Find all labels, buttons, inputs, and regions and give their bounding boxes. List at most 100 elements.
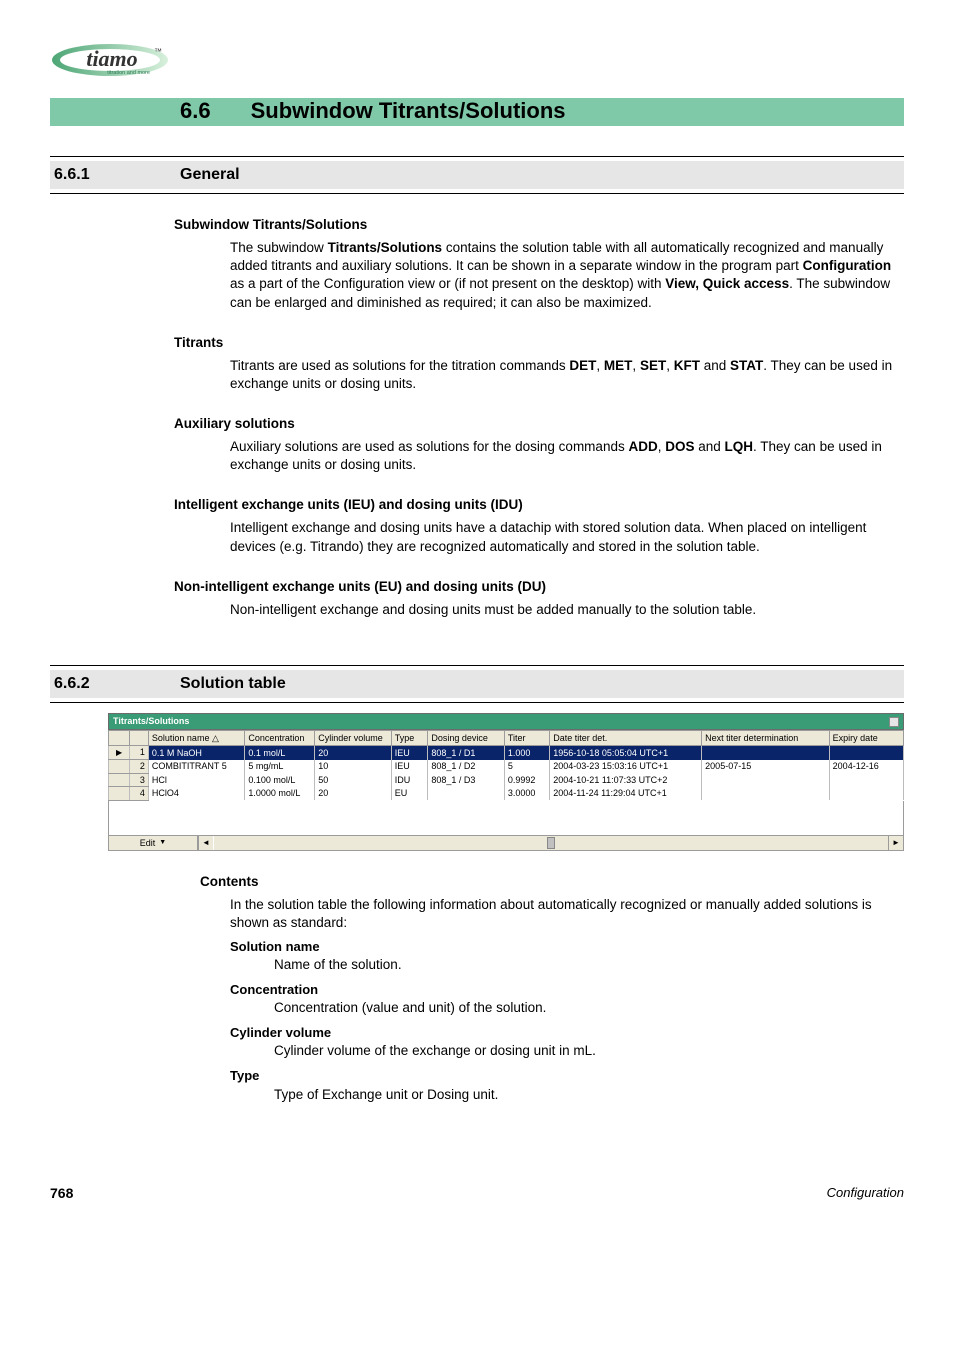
table-header-row: Solution name △ConcentrationCylinder vol… bbox=[109, 730, 904, 746]
paragraph-body: The subwindow Titrants/Solutions contain… bbox=[230, 239, 904, 312]
bold-term: Titrants/Solutions bbox=[328, 240, 443, 255]
table-row[interactable]: 3HCl0.100 mol/L50IDU808_1 / D30.99922004… bbox=[109, 773, 904, 787]
bold-term: LQH bbox=[725, 439, 754, 454]
table-cell: 2005-07-15 bbox=[702, 760, 830, 774]
paragraph-heading: Auxiliary solutions bbox=[174, 415, 904, 434]
contents-heading: Contents bbox=[200, 873, 904, 892]
subsection-title: Solution table bbox=[180, 673, 286, 695]
row-number-header bbox=[130, 730, 149, 746]
table-cell: COMBITITRANT 5 bbox=[148, 760, 244, 774]
text: Auxiliary solutions are used as solution… bbox=[230, 439, 628, 454]
paragraph-heading: Titrants bbox=[174, 334, 904, 353]
row-selector[interactable] bbox=[109, 746, 130, 760]
divider bbox=[50, 193, 904, 194]
brand-logo: tiamo ™ titration and more bbox=[50, 40, 190, 86]
table-cell: 20 bbox=[315, 746, 392, 760]
table-cell bbox=[428, 787, 505, 801]
table-cell: HCl bbox=[148, 773, 244, 787]
column-header[interactable]: Type bbox=[391, 730, 428, 746]
dropdown-icon: ▼ bbox=[159, 838, 166, 848]
table-cell: IEU bbox=[391, 746, 428, 760]
paragraph-heading: Intelligent exchange units (IEU) and dos… bbox=[174, 496, 904, 515]
table-cell: 2004-12-16 bbox=[829, 760, 903, 774]
definition-term: Type bbox=[230, 1067, 904, 1085]
row-selector[interactable] bbox=[109, 773, 130, 787]
column-header[interactable]: Next titer determination bbox=[702, 730, 830, 746]
logo-tm: ™ bbox=[154, 47, 162, 56]
row-number: 1 bbox=[130, 746, 149, 760]
table-cell: 0.100 mol/L bbox=[245, 773, 315, 787]
table-cell: 20 bbox=[315, 787, 392, 801]
definition-term: Cylinder volume bbox=[230, 1024, 904, 1042]
table-cell: IEU bbox=[391, 760, 428, 774]
text: and bbox=[700, 358, 730, 373]
row-number: 3 bbox=[130, 773, 149, 787]
text: and bbox=[695, 439, 725, 454]
paragraph-body: Non-intelligent exchange and dosing unit… bbox=[230, 601, 904, 619]
table-row[interactable]: 2COMBITITRANT 55 mg/mL10IEU808_1 / D2520… bbox=[109, 760, 904, 774]
table-cell: IDU bbox=[391, 773, 428, 787]
column-header[interactable]: Titer bbox=[504, 730, 549, 746]
table-cell: 2004-10-21 11:07:33 UTC+2 bbox=[550, 773, 702, 787]
row-selector[interactable] bbox=[109, 760, 130, 774]
panel-toggle-icon[interactable] bbox=[889, 717, 899, 727]
panel-titlebar[interactable]: Titrants/Solutions bbox=[108, 713, 904, 730]
edit-button[interactable]: Edit ▼ bbox=[109, 836, 198, 850]
column-header[interactable]: Solution name △ bbox=[148, 730, 244, 746]
row-number: 4 bbox=[130, 787, 149, 801]
column-header[interactable]: Expiry date bbox=[829, 730, 903, 746]
edit-label: Edit bbox=[140, 837, 156, 850]
bold-term: DET bbox=[569, 358, 596, 373]
scroll-left-icon[interactable]: ◄ bbox=[198, 836, 213, 850]
scrollbar-track[interactable] bbox=[213, 836, 888, 850]
table-cell: 5 mg/mL bbox=[245, 760, 315, 774]
logo-text: tiamo bbox=[86, 46, 137, 71]
column-header[interactable]: Concentration bbox=[245, 730, 315, 746]
solution-table: Solution name △ConcentrationCylinder vol… bbox=[108, 730, 904, 801]
scrollbar-thumb[interactable] bbox=[547, 837, 555, 849]
table-cell: 0.9992 bbox=[504, 773, 549, 787]
subsection-heading: 6.6.2 Solution table bbox=[50, 670, 904, 698]
bold-term: MET bbox=[604, 358, 633, 373]
column-header[interactable]: Cylinder volume bbox=[315, 730, 392, 746]
subsection-number: 6.6.2 bbox=[54, 673, 180, 695]
divider bbox=[50, 702, 904, 703]
table-row[interactable]: 4HClO41.0000 mol/L20EU3.00002004-11-24 1… bbox=[109, 787, 904, 801]
bold-term: ADD bbox=[628, 439, 657, 454]
column-header[interactable]: Dosing device bbox=[428, 730, 505, 746]
subsection-number: 6.6.1 bbox=[54, 164, 180, 186]
row-selector[interactable] bbox=[109, 787, 130, 801]
table-cell: 0.1 mol/L bbox=[245, 746, 315, 760]
table-cell: 808_1 / D3 bbox=[428, 773, 505, 787]
table-cell: 3.0000 bbox=[504, 787, 549, 801]
table-cell: 1.000 bbox=[504, 746, 549, 760]
scroll-right-icon[interactable]: ► bbox=[888, 836, 903, 850]
table-cell: 1.0000 mol/L bbox=[245, 787, 315, 801]
column-header[interactable]: Date titer det. bbox=[550, 730, 702, 746]
table-cell: 50 bbox=[315, 773, 392, 787]
divider bbox=[50, 665, 904, 666]
table-cell bbox=[829, 746, 903, 760]
subsection-title: General bbox=[180, 164, 240, 186]
bold-term: STAT bbox=[730, 358, 763, 373]
panel-title: Titrants/Solutions bbox=[113, 715, 189, 728]
table-cell: 10 bbox=[315, 760, 392, 774]
table-cell: 808_1 / D1 bbox=[428, 746, 505, 760]
subsection-heading: 6.6.1 General bbox=[50, 161, 904, 189]
bold-term: KFT bbox=[674, 358, 700, 373]
table-cell: 808_1 / D2 bbox=[428, 760, 505, 774]
text: Titrants are used as solutions for the t… bbox=[230, 358, 569, 373]
bold-term: View, Quick access bbox=[665, 276, 789, 291]
table-cell: HClO4 bbox=[148, 787, 244, 801]
paragraph-heading: Subwindow Titrants/Solutions bbox=[174, 216, 904, 235]
definition-desc: Type of Exchange unit or Dosing unit. bbox=[274, 1086, 904, 1105]
table-cell: 5 bbox=[504, 760, 549, 774]
table-cell: 2004-03-23 15:03:16 UTC+1 bbox=[550, 760, 702, 774]
table-row[interactable]: 10.1 M NaOH0.1 mol/L20IEU808_1 / D11.000… bbox=[109, 746, 904, 760]
definition-desc: Concentration (value and unit) of the so… bbox=[274, 999, 904, 1018]
row-number: 2 bbox=[130, 760, 149, 774]
definition-term: Solution name bbox=[230, 938, 904, 956]
table-cell bbox=[829, 773, 903, 787]
table-empty-area bbox=[108, 801, 904, 836]
paragraph-body: Auxiliary solutions are used as solution… bbox=[230, 438, 904, 474]
